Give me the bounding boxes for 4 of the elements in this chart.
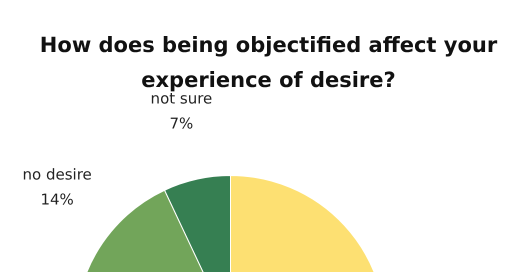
slice-label: no desire [22, 165, 92, 184]
data-label: 7% [170, 114, 194, 133]
chart-title: How does being objectified affect your experience of desire? [40, 33, 498, 92]
data-label: 14% [40, 190, 74, 209]
